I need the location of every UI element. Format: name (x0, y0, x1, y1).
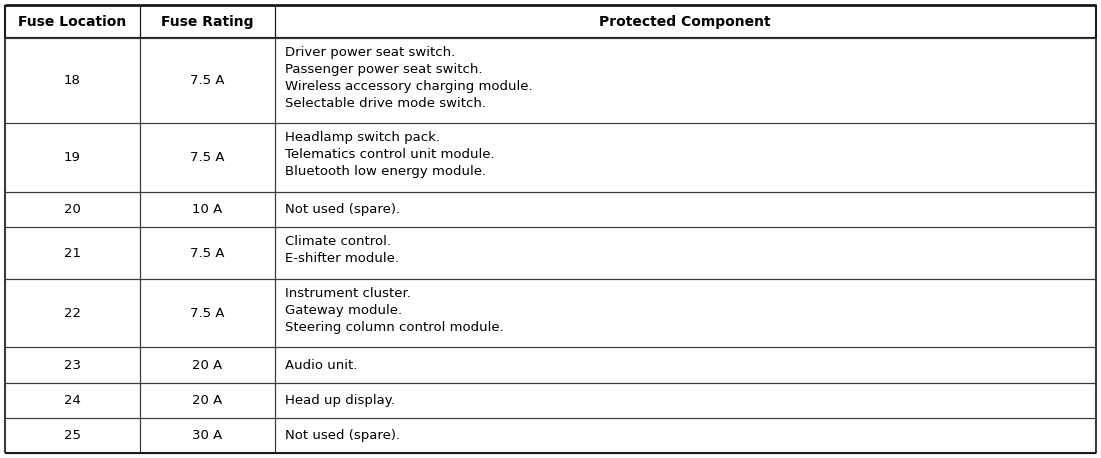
Bar (274, 279, 1095, 348)
Text: Audio unit.: Audio unit. (284, 359, 357, 371)
Text: Driver power seat switch.
Passenger power seat switch.
Wireless accessory chargi: Driver power seat switch. Passenger powe… (284, 46, 532, 110)
Text: 22: 22 (64, 307, 80, 320)
Bar (274, 382, 1095, 418)
Text: 30 A: 30 A (192, 429, 222, 442)
Text: 24: 24 (64, 394, 80, 407)
Bar (140, 382, 274, 418)
Text: Head up display.: Head up display. (284, 394, 394, 407)
Text: 20 A: 20 A (192, 394, 222, 407)
Bar (6, 382, 140, 418)
Bar (140, 418, 274, 453)
Text: 7.5 A: 7.5 A (189, 307, 225, 320)
Text: 10 A: 10 A (192, 203, 222, 216)
Bar (6, 348, 140, 382)
Bar (6, 279, 140, 348)
Bar (6, 227, 140, 279)
Text: 23: 23 (64, 359, 80, 371)
Text: 20 A: 20 A (192, 359, 222, 371)
Bar (140, 279, 274, 348)
Bar (274, 192, 1095, 227)
Text: 20: 20 (64, 203, 80, 216)
Bar (274, 227, 1095, 279)
Text: Fuse Rating: Fuse Rating (161, 15, 253, 29)
Text: Climate control.
E-shifter module.: Climate control. E-shifter module. (284, 235, 399, 265)
Text: Instrument cluster.
Gateway module.
Steering column control module.: Instrument cluster. Gateway module. Stee… (284, 287, 503, 334)
Bar (140, 227, 274, 279)
Text: 19: 19 (64, 151, 80, 164)
Text: Headlamp switch pack.
Telematics control unit module.
Bluetooth low energy modul: Headlamp switch pack. Telematics control… (284, 131, 494, 179)
Bar (274, 348, 1095, 382)
Bar (274, 124, 1095, 192)
Bar (140, 192, 274, 227)
Text: Protected Component: Protected Component (599, 15, 771, 29)
Text: Not used (spare).: Not used (spare). (284, 203, 400, 216)
Text: 7.5 A: 7.5 A (189, 151, 225, 164)
Text: 25: 25 (64, 429, 80, 442)
Bar (140, 38, 274, 124)
Bar (140, 5, 274, 38)
Text: 7.5 A: 7.5 A (189, 246, 225, 260)
Text: Fuse Location: Fuse Location (19, 15, 127, 29)
Text: Not used (spare).: Not used (spare). (284, 429, 400, 442)
Bar (6, 38, 140, 124)
Bar (140, 124, 274, 192)
Bar (274, 418, 1095, 453)
Bar (6, 124, 140, 192)
Text: 18: 18 (64, 74, 80, 87)
Text: 21: 21 (64, 246, 80, 260)
Bar (274, 38, 1095, 124)
Bar (6, 418, 140, 453)
Bar (274, 5, 1095, 38)
Bar (140, 348, 274, 382)
Bar (6, 5, 140, 38)
Text: 7.5 A: 7.5 A (189, 74, 225, 87)
Bar (6, 192, 140, 227)
